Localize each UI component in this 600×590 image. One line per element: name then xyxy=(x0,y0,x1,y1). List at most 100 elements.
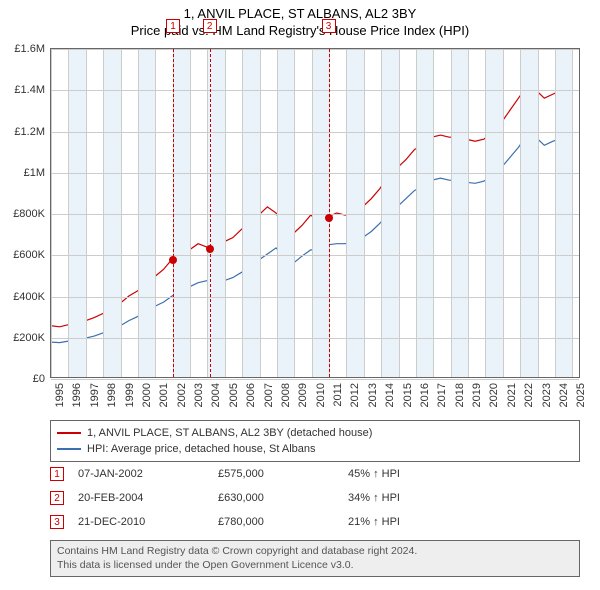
year-band xyxy=(346,49,363,377)
legend-box: 1, ANVIL PLACE, ST ALBANS, AL2 3BY (deta… xyxy=(50,420,580,462)
year-band xyxy=(520,49,537,377)
year-band xyxy=(312,49,329,377)
year-band xyxy=(451,49,468,377)
sale-pct-vs-hpi: 45% ↑ HPI xyxy=(348,468,580,480)
sale-price: £780,000 xyxy=(218,516,348,528)
legend-label: HPI: Average price, detached house, St A… xyxy=(87,443,316,455)
x-axis-label: 2009 xyxy=(297,383,309,407)
y-axis-label: £0 xyxy=(33,373,45,385)
x-axis-label: 2007 xyxy=(263,383,275,407)
x-axis-label: 2025 xyxy=(575,383,587,407)
sale-index-badge: 1 xyxy=(50,467,64,481)
x-gridline xyxy=(138,49,139,377)
x-gridline xyxy=(121,49,122,377)
y-axis-label: £400K xyxy=(13,291,45,303)
x-axis-label: 2018 xyxy=(454,383,466,407)
legend-swatch xyxy=(57,448,81,450)
x-axis-label: 1997 xyxy=(89,383,101,407)
x-axis-label: 2024 xyxy=(558,383,570,407)
x-axis-label: 1998 xyxy=(106,383,118,407)
x-gridline xyxy=(312,49,313,377)
x-axis-label: 2020 xyxy=(488,383,500,407)
sale-pct-vs-hpi: 34% ↑ HPI xyxy=(348,492,580,504)
year-band xyxy=(277,49,294,377)
x-gridline xyxy=(103,49,104,377)
y-gridline xyxy=(51,338,579,339)
year-band xyxy=(381,49,398,377)
x-gridline xyxy=(468,49,469,377)
x-axis-label: 1996 xyxy=(71,383,83,407)
year-band xyxy=(416,49,433,377)
y-gridline xyxy=(51,90,579,91)
footer-attribution: Contains HM Land Registry data © Crown c… xyxy=(50,540,580,577)
x-gridline xyxy=(294,49,295,377)
x-axis-label: 1995 xyxy=(54,383,66,407)
y-axis-label: £800K xyxy=(13,208,45,220)
sale-row: 220-FEB-2004£630,00034% ↑ HPI xyxy=(50,486,580,510)
x-gridline xyxy=(190,49,191,377)
x-gridline xyxy=(555,49,556,377)
y-gridline xyxy=(51,49,579,50)
sale-pct-vs-hpi: 21% ↑ HPI xyxy=(348,516,580,528)
y-gridline xyxy=(51,379,579,380)
sale-price: £575,000 xyxy=(218,468,348,480)
x-gridline xyxy=(86,49,87,377)
y-axis-label: £600K xyxy=(13,249,45,261)
sale-date: 07-JAN-2002 xyxy=(78,468,218,480)
y-gridline xyxy=(51,132,579,133)
x-axis-label: 2001 xyxy=(158,383,170,407)
x-axis-label: 2005 xyxy=(228,383,240,407)
sale-marker-line xyxy=(210,49,211,377)
x-gridline xyxy=(416,49,417,377)
y-gridline xyxy=(51,214,579,215)
sale-dot xyxy=(169,256,177,264)
sale-marker-line xyxy=(329,49,330,377)
y-axis-label: £1.2M xyxy=(14,126,45,138)
x-axis-label: 2003 xyxy=(193,383,205,407)
x-axis-label: 2023 xyxy=(541,383,553,407)
x-axis-label: 2021 xyxy=(506,383,518,407)
x-axis-label: 2011 xyxy=(332,383,344,407)
x-axis-label: 2019 xyxy=(471,383,483,407)
legend-label: 1, ANVIL PLACE, ST ALBANS, AL2 3BY (deta… xyxy=(87,427,372,439)
footer-line-2: This data is licensed under the Open Gov… xyxy=(57,559,573,573)
x-gridline xyxy=(346,49,347,377)
title-line-1: 1, ANVIL PLACE, ST ALBANS, AL2 3BY xyxy=(0,6,600,23)
legend-row: HPI: Average price, detached house, St A… xyxy=(57,441,573,457)
x-axis-label: 2006 xyxy=(245,383,257,407)
x-gridline xyxy=(572,49,573,377)
y-gridline xyxy=(51,255,579,256)
x-gridline xyxy=(381,49,382,377)
sale-dot xyxy=(325,214,333,222)
x-axis-label: 2002 xyxy=(176,383,188,407)
year-band xyxy=(555,49,572,377)
x-gridline xyxy=(242,49,243,377)
x-gridline xyxy=(485,49,486,377)
x-axis-label: 2004 xyxy=(210,383,222,407)
sale-marker-badge: 1 xyxy=(166,19,180,33)
year-band xyxy=(485,49,502,377)
title-line-2: Price paid vs. HM Land Registry's House … xyxy=(0,23,600,40)
x-axis-label: 2016 xyxy=(419,383,431,407)
y-gridline xyxy=(51,297,579,298)
year-band xyxy=(242,49,259,377)
sale-price: £630,000 xyxy=(218,492,348,504)
x-axis-label: 2008 xyxy=(280,383,292,407)
sale-marker-badge: 2 xyxy=(203,19,217,33)
legend-swatch xyxy=(57,432,81,434)
x-axis-label: 2022 xyxy=(523,383,535,407)
x-gridline xyxy=(225,49,226,377)
sale-dot xyxy=(206,245,214,253)
y-axis-label: £1M xyxy=(24,167,45,179)
x-gridline xyxy=(155,49,156,377)
x-axis-label: 2017 xyxy=(436,383,448,407)
sale-marker-badge: 3 xyxy=(322,19,336,33)
sale-date: 20-FEB-2004 xyxy=(78,492,218,504)
x-axis-label: 2015 xyxy=(402,383,414,407)
y-gridline xyxy=(51,173,579,174)
plot-area: £0£200K£400K£600K£800K£1M£1.2M£1.4M£1.6M… xyxy=(50,48,580,378)
x-axis-label: 2010 xyxy=(315,383,327,407)
x-axis-label: 2000 xyxy=(141,383,153,407)
y-axis-label: £200K xyxy=(13,332,45,344)
y-axis-label: £1.4M xyxy=(14,84,45,96)
